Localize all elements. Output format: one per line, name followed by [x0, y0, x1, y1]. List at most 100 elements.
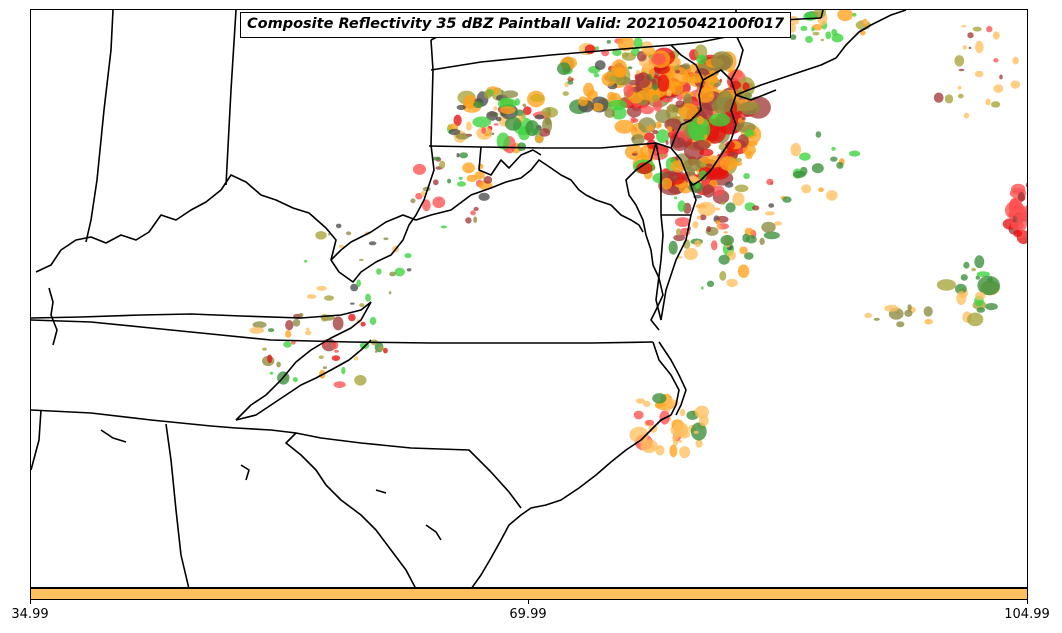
reflectivity-blob — [672, 434, 679, 442]
reflectivity-blob — [863, 20, 868, 24]
reflectivity-blob — [388, 291, 392, 295]
reflectivity-blob — [849, 150, 861, 157]
reflectivity-blob — [707, 76, 717, 82]
potomac-river — [585, 194, 644, 233]
reflectivity-blob — [267, 354, 273, 364]
reflectivity-blob — [696, 215, 701, 220]
reflectivity-blob — [690, 422, 707, 441]
colorbar-tick-mid: 69.99 — [509, 607, 547, 622]
reflectivity-blob — [318, 355, 324, 360]
reflectivity-blob — [484, 133, 490, 137]
reflectivity-blob — [985, 98, 991, 106]
reflectivity-blob — [623, 84, 634, 98]
reflectivity-blob — [739, 101, 761, 115]
reflectivity-blob — [714, 207, 721, 211]
reflectivity-blob — [873, 317, 880, 321]
reflectivity-blob — [683, 247, 699, 260]
colorbar-tick-max: 104.99 — [1004, 607, 1050, 622]
reflectivity-blob — [720, 201, 726, 205]
reflectivity-blob — [350, 302, 355, 305]
reflectivity-blob — [723, 231, 728, 234]
reflectivity-blob — [741, 116, 746, 121]
reflectivity-blob — [640, 105, 654, 115]
reflectivity-blob — [811, 163, 824, 174]
reflectivity-blob — [944, 94, 954, 104]
reflectivity-blob — [470, 210, 476, 216]
reflectivity-blob — [693, 430, 699, 434]
reflectivity-blob — [456, 104, 466, 111]
reflectivity-blob — [836, 161, 844, 169]
reflectivity-blob — [955, 283, 967, 295]
mason-dixon-line — [428, 142, 657, 149]
reflectivity-blob — [1011, 183, 1026, 195]
reflectivity-blob — [305, 330, 312, 336]
reflectivity-blob — [674, 69, 680, 74]
reflectivity-blob — [354, 375, 367, 386]
reflectivity-blob — [341, 366, 346, 375]
reflectivity-blob — [693, 140, 711, 150]
reflectivity-blob — [993, 84, 1004, 93]
reflectivity-blob — [652, 393, 667, 404]
reflectivity-blob — [365, 293, 371, 302]
reflectivity-blob — [636, 162, 653, 175]
reflectivity-blob — [431, 156, 440, 161]
reflectivity-blob — [324, 295, 334, 301]
reflectivity-blob — [335, 223, 342, 229]
reflectivity-blob — [614, 119, 635, 134]
border-ky-tn — [31, 301, 372, 319]
reflectivity-blob — [633, 37, 643, 50]
reflectivity-blob — [432, 179, 439, 186]
reflectivity-blob — [285, 330, 292, 338]
reflectivity-blob — [345, 231, 352, 236]
state-boundaries — [31, 10, 907, 587]
colorbar-tick-mark-max — [1027, 600, 1028, 604]
reflectivity-blob — [643, 400, 651, 407]
reflectivity-blob — [333, 349, 339, 353]
reflectivity-blob — [820, 38, 825, 42]
reflectivity-blob — [734, 184, 749, 193]
reflectivity-blob — [410, 198, 416, 204]
reflectivity-blob — [679, 446, 691, 459]
reflectivity-blob — [439, 160, 446, 169]
reflectivity-blob — [252, 321, 267, 329]
border-oh-pa — [430, 39, 434, 146]
reflectivity-blob — [971, 267, 976, 272]
reflectivity-blob — [466, 121, 472, 131]
reflectivity-blob — [655, 445, 665, 456]
reflectivity-blob — [805, 35, 813, 44]
reflectivity-blob — [316, 285, 327, 291]
reflectivity-blob — [578, 96, 588, 107]
reflectivity-blob — [958, 68, 965, 72]
reflectivity-blob — [378, 346, 384, 351]
reflectivity-blob — [415, 192, 423, 200]
reflectivity-blob — [481, 127, 487, 134]
reflectivity-blob — [985, 303, 998, 311]
reflectivity-blob — [267, 328, 275, 333]
reflectivity-blob — [332, 316, 344, 331]
reflectivity-blob — [562, 91, 569, 96]
reflectivity-blob — [831, 28, 838, 36]
reflectivity-blob — [606, 40, 611, 44]
border-tn-nc — [235, 339, 372, 421]
reflectivity-blob — [692, 221, 699, 229]
reflectivity-blob — [726, 278, 738, 288]
reflectivity-blob — [621, 52, 630, 58]
reflectivity-blob — [534, 114, 545, 120]
reflectivity-blob — [557, 62, 571, 75]
colorbar-tick-min: 34.99 — [11, 607, 49, 622]
reflectivity-blob — [462, 162, 475, 174]
reflectivity-blob — [493, 106, 498, 111]
reflectivity-blob — [676, 228, 681, 236]
reflectivity-blob — [1008, 198, 1023, 217]
reflectivity-blob — [624, 144, 643, 160]
chesapeake-west — [625, 142, 664, 331]
reflectivity-blob — [884, 304, 899, 312]
reflectivity-blob — [652, 129, 659, 135]
reflectivity-blob — [993, 58, 999, 63]
reflectivity-blob — [826, 190, 838, 201]
reflectivity-blob — [672, 422, 689, 437]
border-al-ga — [165, 423, 190, 587]
reflectivity-blob — [961, 25, 967, 28]
reflectivity-blob — [678, 439, 682, 443]
reflectivity-blob — [818, 187, 824, 192]
